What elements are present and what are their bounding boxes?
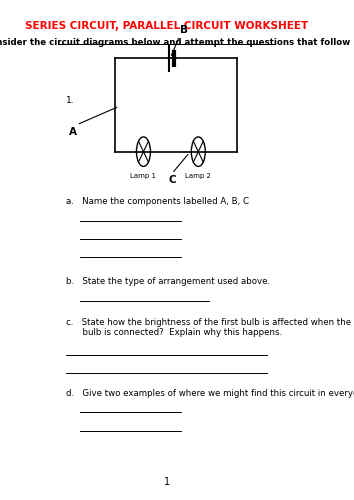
Text: A: A (69, 127, 78, 137)
Text: c.   State how the brightness of the first bulb is affected when the second
    : c. State how the brightness of the first… (67, 318, 354, 337)
Text: Consider the circuit diagrams below and attempt the questions that follow: Consider the circuit diagrams below and … (0, 38, 350, 46)
Text: Lamp 1: Lamp 1 (131, 174, 156, 180)
Text: 1: 1 (164, 477, 170, 487)
Text: SERIES CIRCUIT, PARALLEL CIRCUIT WORKSHEET: SERIES CIRCUIT, PARALLEL CIRCUIT WORKSHE… (25, 22, 308, 32)
Text: Lamp 2: Lamp 2 (185, 174, 211, 180)
Text: B: B (180, 24, 188, 34)
Text: d.   Give two examples of where we might find this circuit in everyday life.: d. Give two examples of where we might f… (67, 388, 354, 398)
Text: 1.: 1. (67, 96, 75, 104)
Text: b.   State the type of arrangement used above.: b. State the type of arrangement used ab… (67, 277, 270, 286)
Text: C: C (169, 175, 176, 185)
Text: a.   Name the components labelled A, B, C: a. Name the components labelled A, B, C (67, 197, 250, 206)
